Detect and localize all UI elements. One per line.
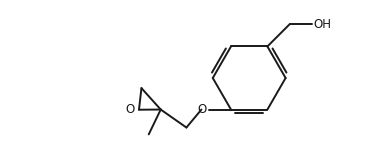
Text: O: O bbox=[198, 103, 207, 116]
Text: O: O bbox=[125, 103, 135, 116]
Text: OH: OH bbox=[314, 18, 332, 31]
